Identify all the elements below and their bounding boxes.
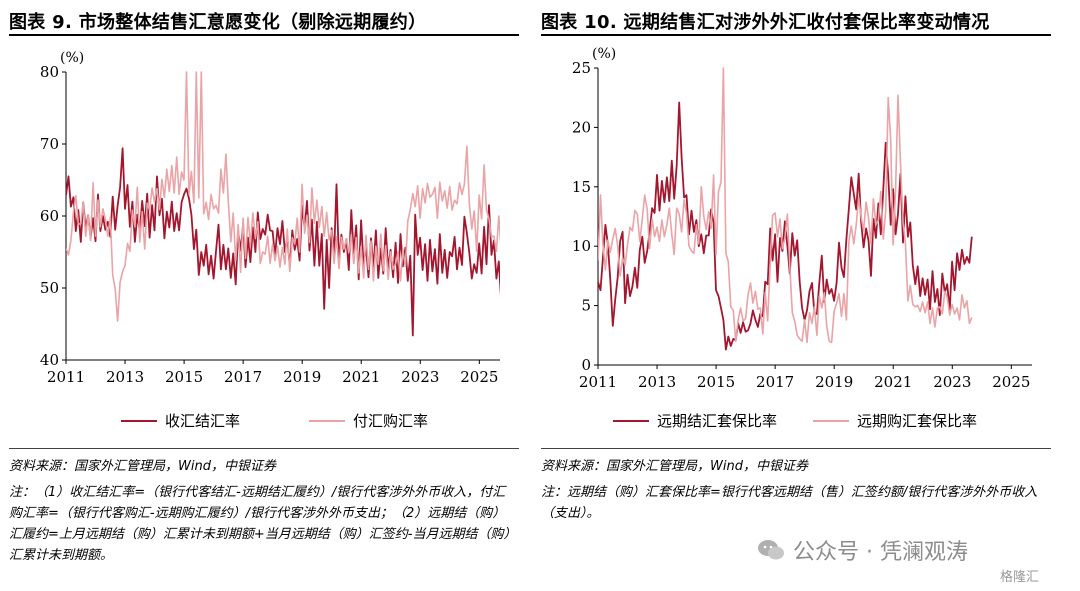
corner-logo: 格隆汇 bbox=[1000, 570, 1040, 585]
legend-item-series-1: 收汇结汇率 bbox=[121, 410, 240, 431]
x-tick-label: 2025 bbox=[992, 373, 1030, 391]
line-chart-settlement-rates: 40 50 60 70 80(%) 2011 2013 2015 2017 2019 2021 202… bbox=[40, 50, 500, 386]
chart-legend: 远期结汇套保比率 远期购汇套保比率 bbox=[541, 410, 1051, 434]
title-rule bbox=[9, 34, 519, 36]
x-tick-label: 2015 bbox=[697, 373, 735, 391]
chart-panel-forward-hedging-ratio: 图表 10. 远期结售汇对涉外外汇收付套保比率变动情况 0 5 10 15 20 25 (%… bbox=[541, 0, 1051, 591]
legend-item-series-1: 远期结汇套保比率 bbox=[613, 410, 777, 431]
source-note: 资料来源：国家外汇管理局，Wind，中银证券 bbox=[541, 459, 808, 474]
x-tick-label: 2015 bbox=[165, 368, 203, 386]
x-tick-label: 2017 bbox=[224, 368, 262, 386]
legend-label: 远期购汇套保比率 bbox=[857, 412, 978, 430]
definition-note: 注：（1）收汇结汇率=（银行代客结汇-远期结汇履约）/银行代客涉外外币收入，付汇… bbox=[9, 485, 510, 563]
x-tick-label: 2011 bbox=[579, 373, 617, 391]
x-tick-label: 2023 bbox=[401, 368, 439, 386]
y-tick-label: 0 bbox=[581, 356, 591, 374]
x-tick-label: 2021 bbox=[874, 373, 912, 391]
series-line-2 bbox=[598, 67, 973, 344]
x-tick-label: 2021 bbox=[342, 368, 380, 386]
y-tick-label: 70 bbox=[40, 135, 59, 153]
chart-panel-market-fx-willingness: 图表 9. 市场整体结售汇意愿变化（剔除远期履约） 40 50 60 70 80 (%) 2… bbox=[9, 0, 519, 591]
x-tick-label: 2019 bbox=[815, 373, 853, 391]
legend-label: 收汇结汇率 bbox=[165, 412, 241, 430]
legend-swatch-light-pink bbox=[309, 419, 345, 422]
y-tick-label: 20 bbox=[572, 118, 591, 136]
x-tick-label: 2013 bbox=[106, 368, 144, 386]
chart-legend: 收汇结汇率 付汇购汇率 bbox=[9, 410, 519, 434]
x-tick-label: 2019 bbox=[283, 368, 321, 386]
legend-label: 远期结汇套保比率 bbox=[657, 412, 778, 430]
footer-rule bbox=[9, 448, 519, 449]
y-tick-label: 40 bbox=[40, 351, 59, 369]
x-tick-label: 2017 bbox=[756, 373, 794, 391]
source-note: 资料来源：国家外汇管理局，Wind，中银证券 bbox=[9, 459, 276, 474]
legend-label: 付汇购汇率 bbox=[353, 412, 429, 430]
y-unit-label: (%) bbox=[60, 50, 84, 66]
series-line-1 bbox=[66, 147, 500, 337]
wechat-icon bbox=[758, 540, 784, 560]
x-tick-label: 2023 bbox=[933, 373, 971, 391]
chart-title: 图表 10. 远期结售汇对涉外外汇收付套保比率变动情况 bbox=[541, 12, 990, 33]
legend-swatch-dark-red bbox=[613, 419, 649, 422]
series-line-2 bbox=[66, 71, 500, 322]
y-tick-label: 25 bbox=[572, 59, 591, 77]
footer-rule bbox=[541, 448, 1051, 449]
y-tick-label: 50 bbox=[40, 279, 59, 297]
legend-item-series-2: 付汇购汇率 bbox=[309, 410, 428, 431]
definition-note: 注：远期结（购）汇套保比率=银行代客远期结（售）汇签约额/银行代客涉外外币收入（… bbox=[541, 485, 1038, 521]
y-tick-label: 5 bbox=[581, 297, 591, 315]
chart-title: 图表 9. 市场整体结售汇意愿变化（剔除远期履约） bbox=[9, 12, 427, 33]
y-tick-label: 80 bbox=[40, 63, 59, 81]
legend-swatch-light-pink bbox=[813, 419, 849, 422]
x-tick-label: 2011 bbox=[47, 368, 85, 386]
y-tick-label: 60 bbox=[40, 207, 59, 225]
watermark-text: 公众号 · 凭澜观涛 bbox=[793, 540, 968, 565]
x-tick-label: 2013 bbox=[638, 373, 676, 391]
series-line-1 bbox=[598, 101, 973, 351]
wechat-watermark: 公众号 · 凭澜观涛 bbox=[757, 534, 968, 566]
y-tick-label: 10 bbox=[572, 237, 591, 255]
y-tick-label: 15 bbox=[572, 178, 591, 196]
legend-item-series-2: 远期购汇套保比率 bbox=[813, 410, 977, 431]
y-unit-label: (%) bbox=[592, 46, 616, 62]
title-rule bbox=[541, 34, 1051, 36]
x-tick-label: 2025 bbox=[460, 368, 498, 386]
legend-swatch-dark-red bbox=[121, 419, 157, 422]
